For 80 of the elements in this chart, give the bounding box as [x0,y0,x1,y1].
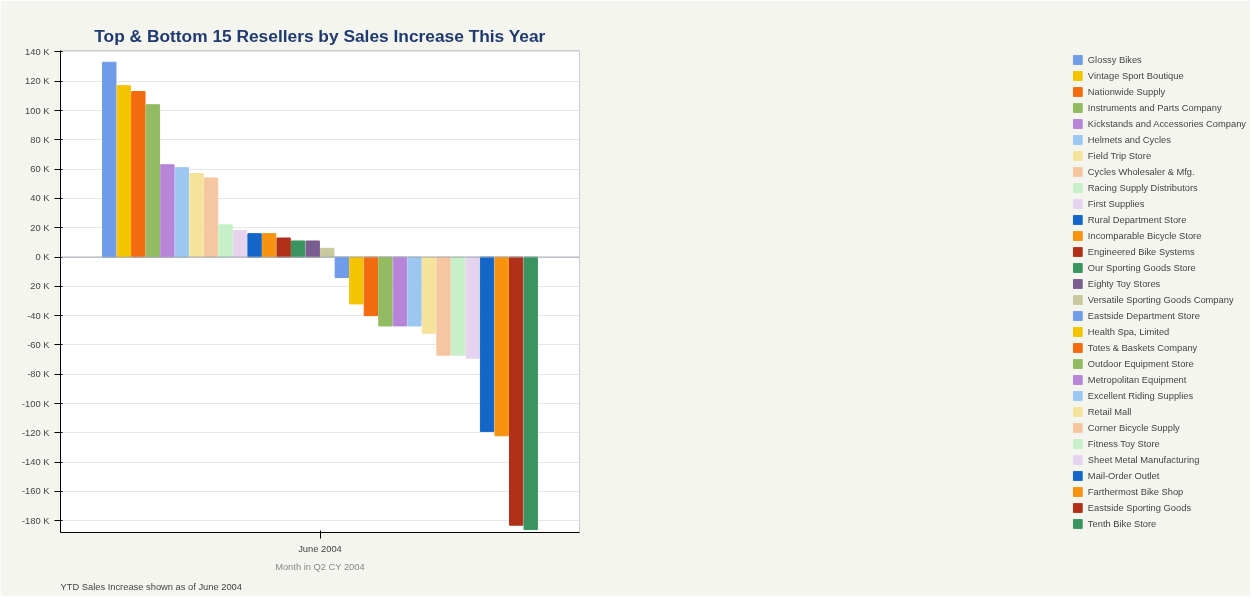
legend-label: Outdoor Equipment Store [1087,358,1194,369]
bar [334,256,349,279]
legend-label: Vintage Sport Boutique [1087,70,1184,81]
bar [436,256,451,356]
bar [407,256,422,327]
y-tick-label: 140 K [25,46,51,57]
bar [450,256,466,356]
x-axis-title: Month in Q2 CY 2004 [275,561,365,572]
y-tick-label: -140 K [22,457,51,468]
legend-label: First Supplies [1087,198,1145,209]
y-tick-label: -80 K [27,369,51,380]
legend-label: Helmets and Cycles [1087,134,1171,145]
y-tick-label: -100 K [22,398,51,409]
y-tick-label: 100 K [25,105,51,116]
bar [102,61,117,258]
bar [523,256,538,531]
bar [479,256,495,432]
legend-label: Tenth Bike Store [1087,518,1157,529]
y-tick-label: -120 K [22,427,51,438]
bar [363,256,379,317]
y-tick-label: 120 K [25,76,51,87]
legend-label: Farthermost Bike Shop [1087,486,1184,497]
legend-label: Instruments and Parts Company [1087,102,1222,113]
legend-label: Eastside Department Store [1087,310,1200,321]
y-tick-label: 20 K [30,222,51,233]
x-tick-label: June 2004 [298,543,342,554]
legend-label: Totes & Baskets Company [1087,342,1198,353]
bar [392,256,408,327]
legend-label: Metropolitan Equipment [1087,374,1187,385]
bar [232,230,248,258]
legend-label: Excellent Riding Supplies [1087,390,1194,401]
bar [349,256,364,305]
bar [421,256,437,334]
bar [247,233,262,258]
bar [160,164,175,258]
legend-label: Racing Supply Distributors [1087,182,1198,193]
bar [305,240,320,258]
bar [116,85,131,258]
bar [494,256,509,437]
bar [261,233,277,258]
bar [465,256,480,359]
legend-label: Nationwide Supply [1087,86,1166,97]
bar [174,167,190,258]
legend-label: Glossy Bikes [1087,54,1142,65]
bar [189,173,204,258]
legend-label: Engineered Bike Systems [1087,246,1195,257]
bar [131,91,146,258]
bar [509,256,524,526]
legend-label: Eastside Sporting Goods [1087,502,1192,513]
bar [276,237,291,258]
bar [218,224,233,258]
bar [291,240,306,258]
y-tick-label: 20 K [30,281,51,292]
legend-label: Rural Department Store [1087,214,1187,225]
legend-label: Fitness Toy Store [1087,438,1160,449]
legend-label: Mail-Order Outlet [1087,470,1160,481]
y-tick-label: 60 K [30,164,51,175]
legend-label: Versatile Sporting Goods Company [1087,294,1234,305]
legend-label: Cycles Wholesaler & Mfg. [1087,166,1195,177]
y-tick-label: -180 K [22,515,51,526]
legend-label: Sheet Metal Manufacturing [1087,454,1200,465]
legend-label: Corner Bicycle Supply [1087,422,1180,433]
y-tick-label: -60 K [27,339,51,350]
text: YTD Sales Increase shown as of June 2004 [60,581,242,592]
legend-label: Incomparable Bicycle Store [1087,230,1202,241]
legend-label: Our Sporting Goods Store [1087,262,1196,273]
chart-title: Top & Bottom 15 Resellers by Sales Increase This Year [94,25,546,46]
legend-label: Eighty Toy Stores [1087,278,1161,289]
legend-label: Retail Mall [1087,406,1132,417]
bar [378,256,393,327]
bar [203,177,219,258]
y-tick-label: 0 K [35,252,51,263]
y-tick-label: 80 K [30,134,51,145]
legend-label: Field Trip Store [1087,150,1152,161]
y-tick-label: -160 K [22,486,51,497]
y-tick-label: -40 K [27,310,51,321]
legend-label: Kickstands and Accessories Company [1087,118,1246,129]
y-tick-label: 40 K [30,193,51,204]
legend-label: Health Spa, Limited [1087,326,1170,337]
bar [145,104,161,258]
